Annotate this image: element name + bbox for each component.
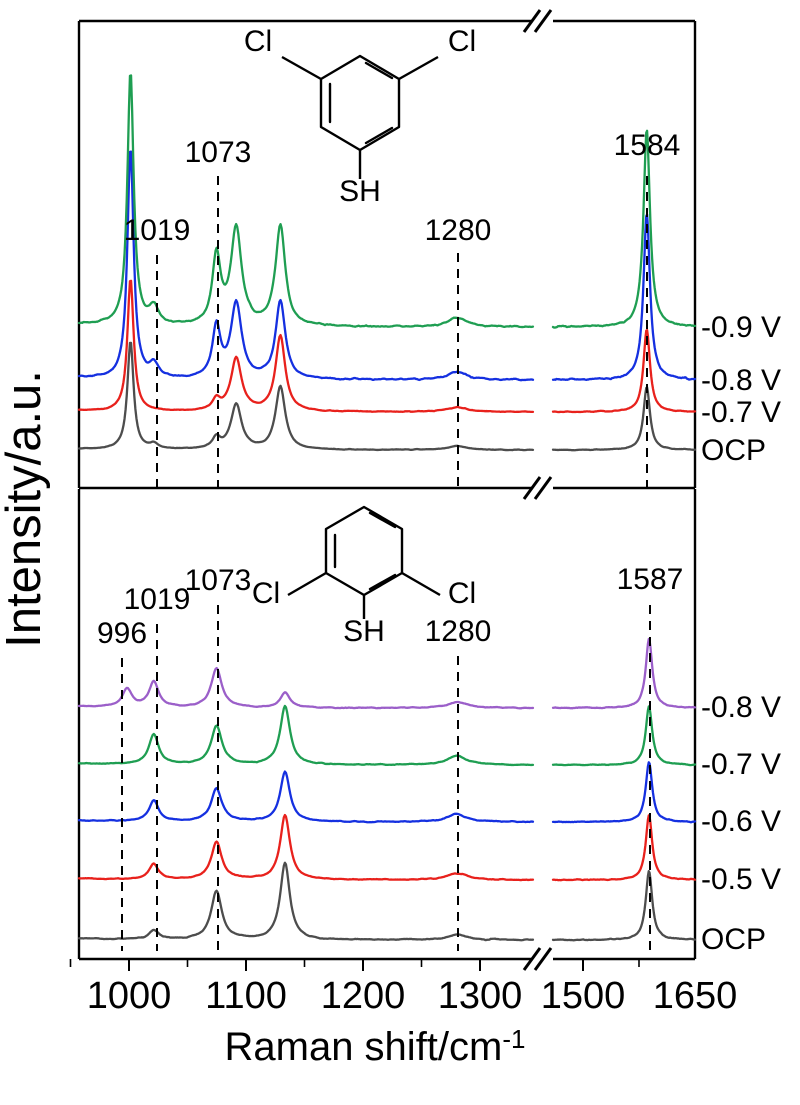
- svg-text:1500: 1500: [541, 975, 626, 1017]
- svg-text:1280: 1280: [425, 615, 492, 648]
- svg-text:SH: SH: [343, 615, 385, 648]
- svg-text:-0.7 V: -0.7 V: [701, 748, 781, 781]
- svg-text:Raman shift/cm-1: Raman shift/cm-1: [225, 1024, 526, 1069]
- svg-text:1019: 1019: [124, 583, 191, 616]
- svg-text:1584: 1584: [614, 129, 681, 162]
- svg-text:1000: 1000: [87, 975, 172, 1017]
- svg-text:1200: 1200: [321, 975, 406, 1017]
- svg-text:1100: 1100: [205, 975, 287, 1017]
- svg-text:1587: 1587: [617, 563, 684, 596]
- svg-text:SH: SH: [339, 175, 381, 208]
- svg-text:1019: 1019: [124, 214, 191, 247]
- svg-text:OCP: OCP: [701, 434, 766, 467]
- svg-text:1300: 1300: [438, 975, 523, 1017]
- svg-text:996: 996: [97, 617, 147, 650]
- svg-text:OCP: OCP: [701, 923, 766, 956]
- svg-text:Cl: Cl: [448, 577, 476, 610]
- svg-text:1073: 1073: [185, 564, 252, 597]
- svg-text:-0.5 V: -0.5 V: [701, 863, 781, 896]
- svg-text:1073: 1073: [185, 136, 252, 169]
- svg-text:-0.8 V: -0.8 V: [701, 364, 781, 397]
- svg-text:1280: 1280: [425, 214, 492, 247]
- svg-text:-0.8 V: -0.8 V: [701, 691, 781, 724]
- svg-text:1650: 1650: [653, 975, 738, 1017]
- svg-text:-0.7 V: -0.7 V: [701, 396, 781, 429]
- svg-text:Cl: Cl: [244, 25, 272, 58]
- svg-text:Intensity/a.u.: Intensity/a.u.: [0, 370, 51, 648]
- svg-text:-0.9 V: -0.9 V: [701, 311, 781, 344]
- svg-text:Cl: Cl: [448, 25, 476, 58]
- svg-text:Cl: Cl: [252, 577, 280, 610]
- svg-text:-0.6 V: -0.6 V: [701, 805, 781, 838]
